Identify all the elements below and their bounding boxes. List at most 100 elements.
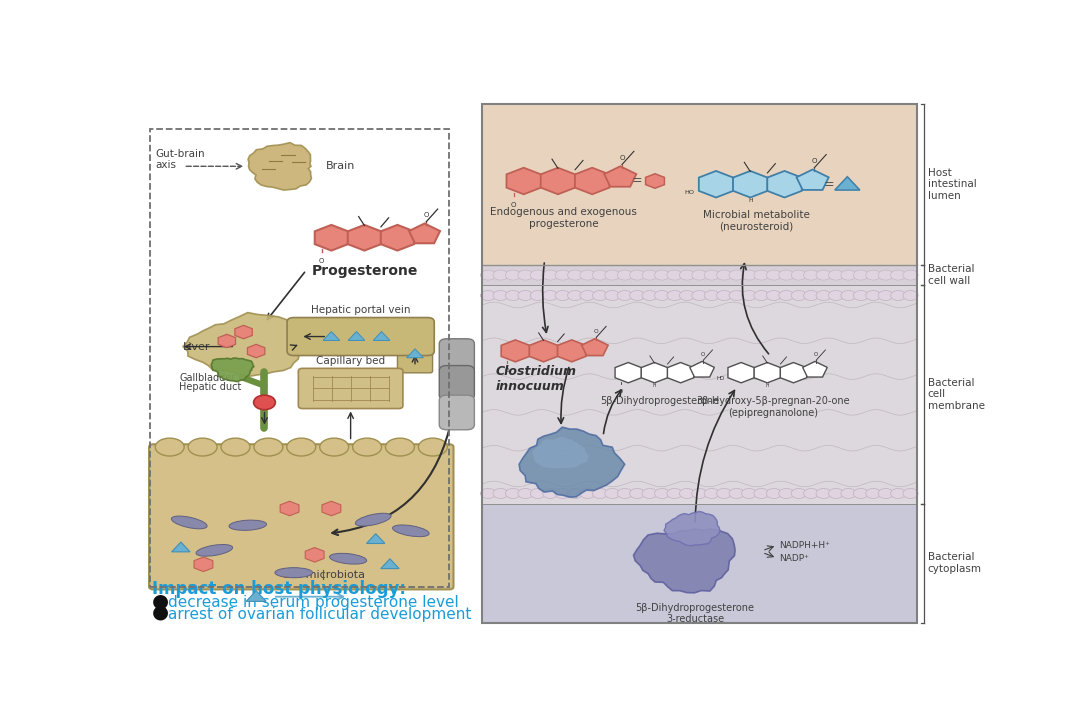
Polygon shape <box>780 362 807 383</box>
Circle shape <box>841 489 856 499</box>
Circle shape <box>530 270 545 280</box>
Text: Hepatic duct: Hepatic duct <box>179 382 242 392</box>
Polygon shape <box>409 223 440 243</box>
Ellipse shape <box>355 513 391 526</box>
Circle shape <box>617 489 632 499</box>
Ellipse shape <box>319 438 349 456</box>
Circle shape <box>816 291 831 301</box>
Circle shape <box>568 270 583 280</box>
Circle shape <box>518 270 533 280</box>
Text: Brain: Brain <box>326 161 355 171</box>
Circle shape <box>543 489 558 499</box>
Circle shape <box>581 489 595 499</box>
Circle shape <box>642 489 657 499</box>
Circle shape <box>480 291 495 301</box>
FancyBboxPatch shape <box>149 444 453 589</box>
Polygon shape <box>315 225 349 251</box>
Polygon shape <box>835 177 860 190</box>
Circle shape <box>903 291 918 301</box>
Circle shape <box>853 270 869 280</box>
Bar <box>482 286 917 503</box>
Circle shape <box>829 291 844 301</box>
Circle shape <box>804 270 819 280</box>
Circle shape <box>692 291 707 301</box>
FancyBboxPatch shape <box>299 368 402 409</box>
Circle shape <box>841 270 856 280</box>
Circle shape <box>493 489 508 499</box>
Text: Endogenous and exogenous
progesterone: Endogenous and exogenous progesterone <box>491 207 638 228</box>
Circle shape <box>630 489 645 499</box>
Polygon shape <box>347 225 381 251</box>
Polygon shape <box>615 362 641 383</box>
Ellipse shape <box>188 438 217 456</box>
Text: Impact on host physiology:: Impact on host physiology: <box>151 580 406 598</box>
Circle shape <box>816 270 831 280</box>
Polygon shape <box>235 326 252 339</box>
Circle shape <box>592 291 607 301</box>
Polygon shape <box>689 362 714 377</box>
Text: Bacterial
cell wall: Bacterial cell wall <box>928 265 974 286</box>
Ellipse shape <box>353 438 382 456</box>
Circle shape <box>791 489 806 499</box>
Ellipse shape <box>196 544 233 556</box>
Circle shape <box>680 291 695 301</box>
Circle shape <box>705 270 720 280</box>
Text: Clostridium
innocuum: Clostridium innocuum <box>495 365 576 393</box>
Polygon shape <box>367 534 385 544</box>
Circle shape <box>667 489 682 499</box>
Text: Host
intestinal
lumen: Host intestinal lumen <box>928 167 976 201</box>
Polygon shape <box>246 591 267 601</box>
Circle shape <box>729 489 745 499</box>
Bar <box>482 503 917 623</box>
Circle shape <box>754 270 769 280</box>
Text: HO: HO <box>716 376 724 381</box>
Text: Microbial metabolite
(neurosteroid): Microbial metabolite (neurosteroid) <box>702 210 809 232</box>
Circle shape <box>480 270 495 280</box>
Text: O: O <box>319 258 325 264</box>
Polygon shape <box>803 362 828 377</box>
Circle shape <box>779 489 794 499</box>
Polygon shape <box>767 171 802 197</box>
Polygon shape <box>541 167 575 194</box>
Circle shape <box>741 291 756 301</box>
Text: O: O <box>423 212 428 218</box>
Circle shape <box>543 291 558 301</box>
Text: Bacterial
cytoplasm: Bacterial cytoplasm <box>928 552 982 574</box>
FancyBboxPatch shape <box>397 335 433 373</box>
Circle shape <box>816 489 831 499</box>
Polygon shape <box>733 171 767 197</box>
Text: Gallbladder: Gallbladder <box>179 373 235 383</box>
Circle shape <box>829 270 844 280</box>
Polygon shape <box>532 436 589 468</box>
Circle shape <box>829 489 844 499</box>
Circle shape <box>692 489 707 499</box>
Circle shape <box>878 270 893 280</box>
Polygon shape <box>218 334 235 348</box>
Circle shape <box>729 270 745 280</box>
Text: Capillary bed: Capillary bed <box>316 355 385 365</box>
Circle shape <box>754 291 769 301</box>
Circle shape <box>505 489 520 499</box>
Polygon shape <box>305 547 324 562</box>
Ellipse shape <box>254 438 283 456</box>
Text: arrest of ovarian follicular development: arrest of ovarian follicular development <box>168 607 472 622</box>
Text: =: = <box>631 175 642 188</box>
Polygon shape <box>699 171 734 197</box>
Circle shape <box>779 270 794 280</box>
FancyBboxPatch shape <box>439 395 475 430</box>
Polygon shape <box>604 166 637 187</box>
Ellipse shape <box>155 438 185 456</box>
Polygon shape <box>381 559 399 568</box>
Circle shape <box>505 291 520 301</box>
Bar <box>482 104 917 265</box>
Circle shape <box>667 291 682 301</box>
Circle shape <box>903 270 918 280</box>
Text: O: O <box>815 352 818 357</box>
Circle shape <box>890 270 905 280</box>
Polygon shape <box>575 167 610 194</box>
Polygon shape <box>172 542 190 552</box>
Circle shape <box>555 489 570 499</box>
Circle shape <box>716 270 732 280</box>
Text: H: H <box>766 384 769 389</box>
Circle shape <box>779 291 794 301</box>
